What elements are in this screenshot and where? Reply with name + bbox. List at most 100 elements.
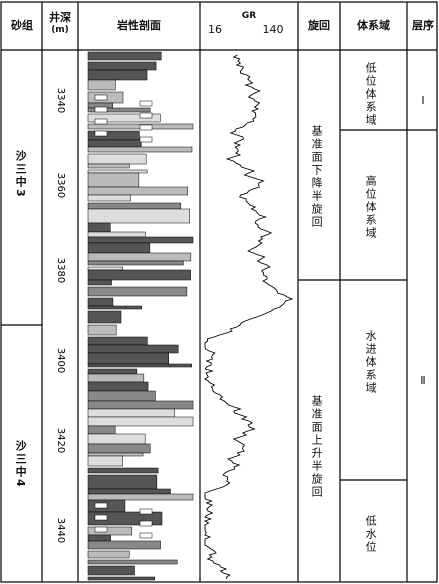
cycle: 基准面上升半旋回 (310, 395, 324, 499)
depth-label: 3360 (55, 172, 67, 199)
lithology-bed (87, 381, 149, 392)
header: 砂组 (11, 19, 33, 32)
lithology-bed (87, 452, 144, 457)
lithology-bed (87, 310, 122, 324)
lithology-bed (94, 502, 108, 509)
lithology-bed (87, 163, 130, 169)
lithology-bed (87, 146, 193, 153)
sand-group: 沙三中3 (14, 150, 28, 199)
gr-max: 140 (262, 23, 284, 36)
lithology-bed (87, 324, 117, 336)
lithology-bed (87, 266, 123, 271)
lithology-bed (87, 408, 176, 418)
lithology-bed (87, 202, 182, 210)
lithology-bed (87, 416, 194, 427)
depth-label: 3400 (55, 347, 67, 374)
lithology-bed (87, 336, 148, 346)
lithology-bed (87, 390, 156, 402)
lithology-bed (94, 130, 108, 137)
lithology-bed (94, 94, 108, 101)
lithology-bed (87, 51, 162, 61)
lithology-bed (87, 79, 116, 91)
lithology-bed (87, 305, 143, 310)
systems-tract: 低位体系域 (364, 62, 378, 127)
lithology-bed (87, 344, 179, 354)
lithology-bed (87, 194, 131, 202)
lithology-bed (87, 61, 157, 71)
sand-group: 沙三中4 (14, 440, 28, 489)
lithology-bed (87, 550, 130, 559)
lithology-bed (87, 186, 188, 196)
lithology-bed (94, 514, 108, 521)
lithology-bed (87, 488, 171, 495)
lithology-bed (87, 236, 194, 244)
lithology-bed (87, 534, 111, 542)
lithology-bed (139, 124, 153, 131)
lithology-bed (87, 231, 146, 238)
lithology-bed (139, 520, 153, 527)
cycle: 基准面下降半旋回 (310, 125, 324, 229)
lithology-bed (139, 508, 153, 515)
lithology-bed (94, 526, 108, 533)
lithology-bed (87, 208, 190, 224)
lithology-bed (87, 153, 147, 165)
systems-tract: 高位体系域 (364, 175, 378, 240)
lithology-bed (87, 69, 148, 81)
lithology-bed (139, 532, 153, 539)
header: GR (241, 11, 257, 21)
lithology-bed (87, 559, 178, 565)
header: 体系域 (357, 19, 390, 32)
lithology-bed (139, 112, 153, 119)
lithology-bed (87, 352, 169, 365)
depth-label: 3440 (55, 517, 67, 544)
lithology-bed (87, 269, 191, 281)
header: 岩性剖面 (117, 19, 161, 32)
depth-label: 3380 (55, 257, 67, 284)
header: 井深 (49, 11, 71, 24)
lithology-bed (87, 493, 194, 501)
sequence: Ⅱ (420, 374, 426, 387)
systems-tract: 水进体系域 (364, 330, 378, 395)
lithology-bed (87, 286, 188, 297)
systems-tract: 低水位 (364, 515, 378, 554)
gr-min: 16 (208, 23, 222, 36)
lithology-bed (87, 279, 112, 286)
lithology-bed (87, 425, 116, 435)
lithology-bed (139, 136, 153, 143)
lithology-bed (87, 433, 146, 445)
lithology-bed (87, 297, 114, 307)
header: 层序 (412, 19, 434, 32)
lithology-bed (87, 260, 184, 266)
gr-curve (203, 54, 294, 580)
lithology-bed (87, 467, 159, 474)
lithology-bed (87, 363, 192, 368)
sequence: Ⅰ (421, 94, 425, 107)
lithology-bed (87, 368, 138, 375)
lithology-bed (87, 400, 194, 410)
lithology-bed (87, 373, 145, 383)
lithology-bed (87, 565, 135, 576)
depth-label: 3340 (55, 87, 67, 114)
lithology-bed (87, 526, 133, 536)
lithology-bed (87, 172, 140, 188)
lithology-bed (87, 455, 123, 467)
lithology-bed (87, 169, 148, 174)
lithology-bed (94, 106, 108, 113)
lithology-bed (87, 252, 192, 262)
lithology-bed (87, 474, 158, 490)
lithology-bed (87, 540, 161, 550)
lithology-bed (87, 107, 151, 113)
lithology-bed (139, 100, 153, 107)
lithology-bed (94, 118, 108, 125)
header: 旋回 (308, 19, 330, 32)
lithology-bed (87, 113, 161, 123)
lithology-bed (87, 139, 142, 148)
lithology-bed (87, 443, 151, 454)
depth-label: 3420 (55, 427, 67, 454)
lithology-bed (87, 222, 111, 233)
lithology-bed (87, 576, 155, 581)
header-unit: (m) (51, 25, 69, 35)
lithology-bed (87, 242, 151, 254)
